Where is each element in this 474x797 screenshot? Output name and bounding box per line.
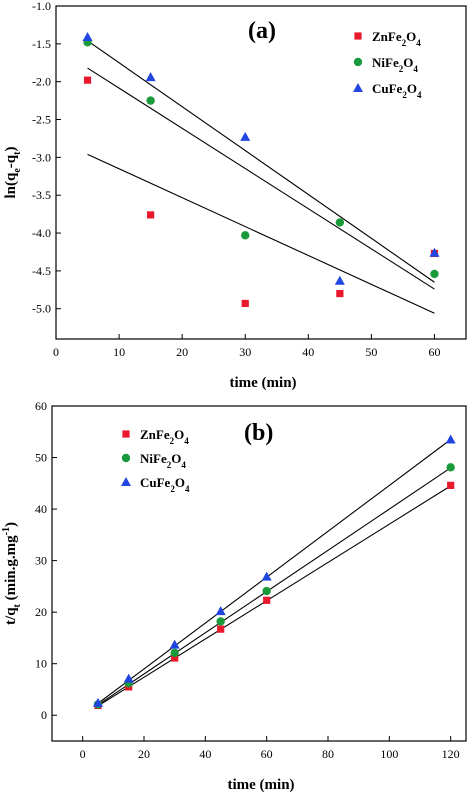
legend-marker bbox=[353, 83, 363, 92]
y-tick-label: 60 bbox=[35, 399, 47, 413]
data-point-series-2 bbox=[123, 673, 134, 683]
x-axis-title: time (min) bbox=[229, 375, 296, 391]
plot-frame bbox=[55, 5, 467, 340]
data-point-series-1 bbox=[262, 586, 271, 596]
data-point-series-1 bbox=[146, 96, 155, 105]
x-tick-label: 0 bbox=[53, 345, 59, 359]
x-tick-label: 40 bbox=[199, 747, 211, 761]
fit-line-1 bbox=[87, 67, 435, 290]
x-tick-label: 60 bbox=[261, 747, 273, 761]
x-tick-label: 10 bbox=[113, 345, 125, 359]
data-point-series-1 bbox=[216, 617, 225, 626]
legend-marker bbox=[122, 430, 130, 438]
legend-marker bbox=[121, 477, 131, 486]
y-tick-label: -1.5 bbox=[32, 37, 51, 51]
x-tick-label: 120 bbox=[442, 747, 460, 761]
y-tick-label: -3.5 bbox=[32, 188, 51, 202]
data-point-series-0 bbox=[171, 654, 179, 662]
x-axis-title: time (min) bbox=[227, 777, 294, 793]
data-point-series-1 bbox=[335, 218, 345, 227]
legend-entry: CuFe2O4 bbox=[140, 475, 190, 494]
x-tick-label: 80 bbox=[322, 747, 334, 761]
legend-marker bbox=[353, 57, 363, 67]
y-tick-label: -5.0 bbox=[32, 302, 51, 316]
y-tick-label: 20 bbox=[35, 605, 47, 619]
x-tick-label: 40 bbox=[302, 345, 314, 359]
y-axis-title: t/qt (min.g.mg-1) bbox=[1, 522, 23, 625]
data-point-series-2 bbox=[215, 606, 226, 616]
y-tick-label: -1.0 bbox=[32, 0, 51, 13]
x-tick-label: 60 bbox=[428, 345, 440, 359]
data-point-series-1 bbox=[170, 648, 179, 658]
legend-marker bbox=[121, 453, 131, 463]
data-point-series-0 bbox=[83, 76, 92, 84]
data-point-series-2 bbox=[145, 72, 156, 82]
data-point-series-0 bbox=[217, 625, 225, 633]
legend-entry: ZnFe2O4 bbox=[372, 29, 421, 48]
panel-label: (b) bbox=[244, 420, 273, 446]
y-axis-title: ln(qe-qt) bbox=[3, 147, 22, 199]
fit-line-0 bbox=[97, 485, 451, 707]
data-point-series-0 bbox=[241, 299, 249, 308]
y-tick-label: -4.0 bbox=[32, 226, 51, 240]
plot-frame bbox=[51, 405, 467, 742]
y-tick-label: 30 bbox=[35, 554, 47, 568]
legend-entry: NiFe2O4 bbox=[372, 55, 418, 74]
data-point-series-2 bbox=[261, 571, 272, 581]
y-tick-label: 50 bbox=[35, 451, 47, 465]
data-point-series-1 bbox=[430, 269, 439, 279]
data-point-series-0 bbox=[447, 481, 455, 489]
x-tick-label: 20 bbox=[176, 345, 188, 359]
data-point-series-2 bbox=[240, 131, 251, 141]
data-point-series-2 bbox=[429, 247, 440, 257]
x-tick-label: 30 bbox=[239, 345, 251, 359]
legend-marker bbox=[354, 32, 362, 40]
legend-entry: CuFe2O4 bbox=[372, 81, 422, 100]
legend-entry: ZnFe2O4 bbox=[140, 427, 189, 446]
y-tick-label: -2.5 bbox=[32, 113, 51, 127]
y-tick-label: 10 bbox=[35, 657, 47, 671]
y-tick-label: 0 bbox=[41, 708, 47, 722]
y-tick-label: -3.0 bbox=[32, 150, 51, 164]
data-point-series-2 bbox=[445, 434, 456, 444]
data-point-series-0 bbox=[263, 596, 271, 604]
data-point-series-2 bbox=[93, 697, 103, 707]
data-point-series-2 bbox=[82, 32, 93, 42]
data-point-series-0 bbox=[147, 211, 155, 219]
y-tick-label: -2.0 bbox=[32, 75, 51, 89]
y-tick-label: 40 bbox=[35, 502, 47, 516]
legend-entry: NiFe2O4 bbox=[140, 451, 186, 470]
x-tick-label: 50 bbox=[365, 345, 377, 359]
chart-panel-0: 0 10 20 30 40 50 60 -1.0 -1.5 -2.0 -2.5 -3.0 -3.5 -4.… bbox=[3, 0, 467, 391]
fit-line-2 bbox=[87, 40, 435, 283]
panel-label: (a) bbox=[248, 18, 276, 44]
x-tick-label: 0 bbox=[80, 747, 86, 761]
fit-line-1 bbox=[97, 467, 451, 706]
x-tick-label: 100 bbox=[380, 747, 398, 761]
chart-panel-1: 0 20 40 60 80 100 120 0 10 20 30 40 50 60 (b) ZnFe2O4 Ni… bbox=[1, 399, 467, 793]
fit-line-0 bbox=[87, 153, 435, 314]
x-tick-label: 20 bbox=[138, 747, 150, 761]
data-point-series-2 bbox=[169, 639, 180, 649]
data-point-series-1 bbox=[241, 231, 250, 240]
y-tick-label: -4.5 bbox=[32, 264, 51, 278]
data-point-series-0 bbox=[336, 289, 344, 298]
fit-line-2 bbox=[97, 439, 451, 704]
data-point-series-2 bbox=[334, 275, 345, 285]
data-point-series-1 bbox=[446, 463, 455, 472]
